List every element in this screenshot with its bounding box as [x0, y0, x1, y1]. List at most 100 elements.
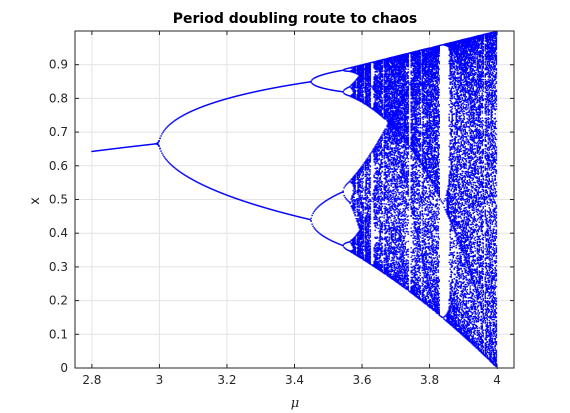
data-point — [378, 242, 379, 243]
data-point — [360, 200, 361, 201]
data-point — [369, 171, 370, 172]
data-point — [312, 213, 313, 214]
data-point — [388, 231, 389, 232]
data-point — [388, 239, 389, 240]
data-point — [369, 231, 370, 232]
data-point — [381, 97, 382, 98]
data-point — [387, 180, 388, 181]
data-point — [369, 182, 370, 183]
data-point — [388, 223, 389, 224]
data-point — [386, 182, 387, 183]
data-point — [389, 145, 390, 146]
data-point — [311, 215, 312, 216]
data-point — [383, 77, 384, 78]
data-point — [388, 101, 389, 102]
data-point — [381, 138, 382, 139]
data-point — [369, 233, 370, 234]
data-point — [367, 229, 368, 230]
data-point — [362, 178, 363, 179]
data-point — [369, 80, 370, 81]
data-point — [381, 232, 382, 233]
data-point — [354, 212, 355, 213]
data-point — [367, 241, 368, 242]
data-point — [376, 219, 377, 220]
data-point — [377, 193, 378, 194]
data-point — [369, 194, 370, 195]
data-point — [354, 240, 355, 241]
data-point — [370, 85, 371, 86]
data-point — [358, 205, 359, 206]
data-point — [369, 251, 370, 252]
data-point — [377, 191, 378, 192]
data-point — [375, 215, 376, 216]
data-point — [342, 192, 343, 193]
data-point — [384, 206, 385, 207]
data-point — [369, 204, 370, 205]
data-point — [379, 79, 380, 80]
data-point — [357, 221, 358, 222]
data-point — [375, 163, 376, 164]
data-point — [366, 195, 367, 196]
data-point — [379, 241, 380, 242]
data-point — [358, 176, 359, 177]
data-point — [376, 177, 377, 178]
data-point — [360, 213, 361, 214]
data-point — [354, 187, 355, 188]
data-point — [383, 156, 384, 157]
data-point — [388, 187, 389, 188]
data-point — [384, 245, 385, 246]
data-point — [354, 237, 355, 238]
data-point — [342, 91, 343, 92]
data-point — [381, 171, 382, 172]
data-point — [362, 239, 363, 240]
data-point — [381, 270, 382, 271]
data-point — [381, 134, 382, 135]
data-point — [386, 71, 387, 72]
data-point — [381, 237, 382, 238]
data-point — [387, 260, 388, 261]
data-point — [388, 149, 389, 150]
data-point — [369, 259, 370, 260]
data-point — [378, 198, 379, 199]
data-point — [373, 174, 374, 175]
data-point — [367, 197, 368, 198]
data-point — [362, 189, 363, 190]
data-point — [378, 188, 379, 189]
data-point — [369, 216, 370, 217]
data-point — [368, 175, 369, 176]
data-point — [385, 162, 386, 163]
data-point — [381, 135, 382, 136]
data-point — [369, 214, 370, 215]
data-point — [362, 167, 363, 168]
data-point — [367, 157, 368, 158]
data-point — [313, 227, 314, 228]
data-point — [354, 182, 355, 183]
data-point — [388, 91, 389, 92]
data-point — [380, 95, 381, 96]
data-point — [362, 101, 363, 102]
data-point — [381, 263, 382, 264]
data-point — [378, 218, 379, 219]
data-point — [359, 195, 360, 196]
data-point — [379, 257, 380, 258]
data-point — [385, 203, 386, 204]
data-point — [381, 267, 382, 268]
data-point — [354, 91, 355, 92]
data-point — [358, 210, 359, 211]
data-point — [379, 168, 380, 169]
data-point — [362, 214, 363, 215]
data-point — [354, 192, 355, 193]
data-point — [376, 178, 377, 179]
data-point — [389, 203, 390, 204]
data-point — [384, 192, 385, 193]
data-point — [364, 239, 365, 240]
data-point — [383, 223, 384, 224]
data-point — [381, 100, 382, 101]
data-point — [370, 200, 371, 201]
data-point — [354, 242, 355, 243]
data-point — [362, 231, 363, 232]
data-point — [379, 193, 380, 194]
data-point — [362, 254, 363, 255]
data-point — [387, 263, 388, 264]
data-point — [369, 65, 370, 66]
